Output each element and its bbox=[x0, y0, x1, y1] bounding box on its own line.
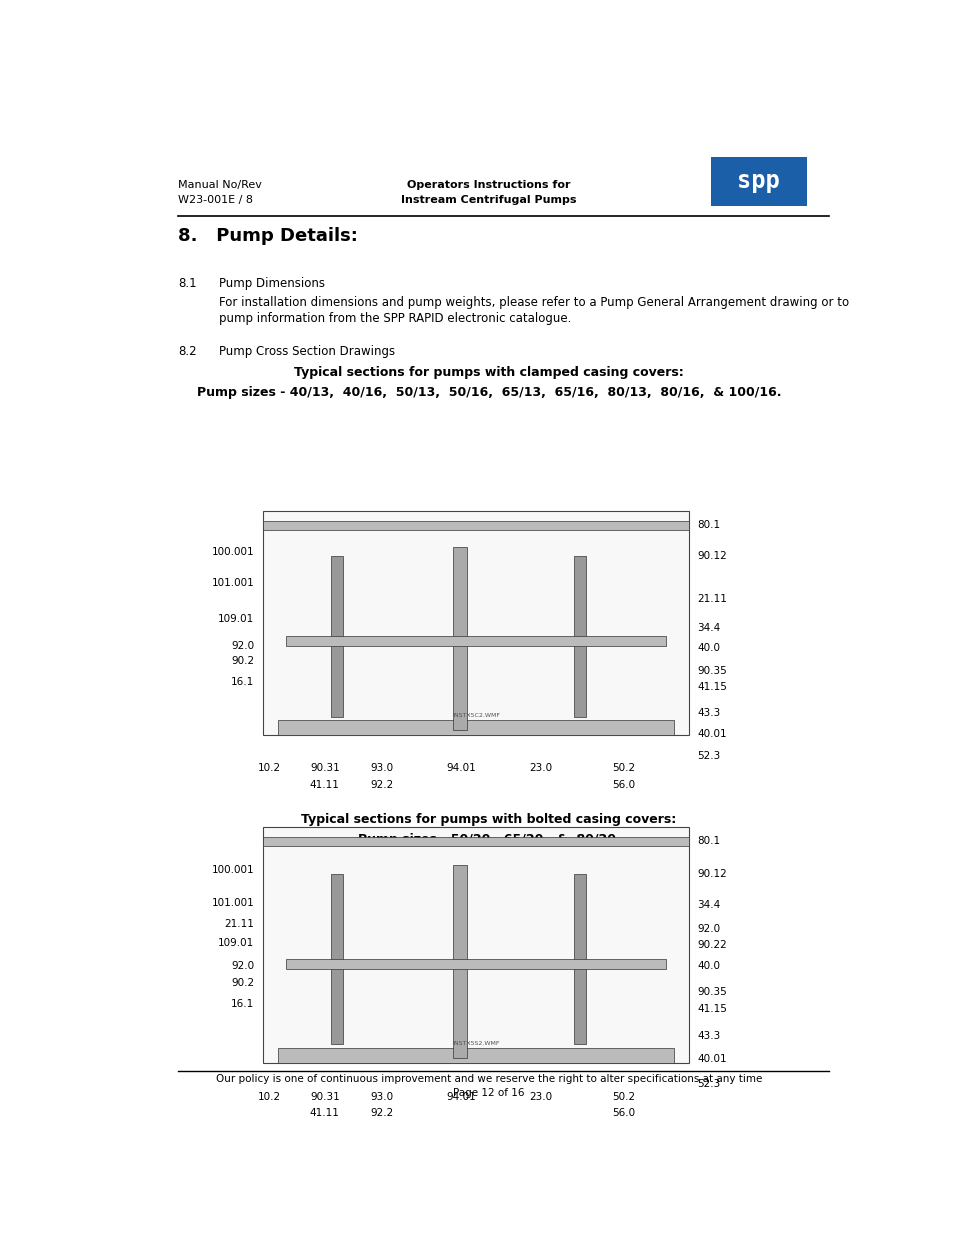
Bar bbox=[452, 547, 467, 730]
Text: INSTX5S2.WMF: INSTX5S2.WMF bbox=[452, 1041, 499, 1046]
Text: 101.001: 101.001 bbox=[212, 578, 254, 588]
Bar bbox=[263, 521, 688, 531]
Bar bbox=[285, 636, 665, 646]
Text: 109.01: 109.01 bbox=[218, 937, 254, 947]
Text: 94.01: 94.01 bbox=[446, 1092, 476, 1102]
Bar bbox=[285, 960, 665, 968]
Text: 34.4: 34.4 bbox=[697, 900, 720, 910]
Text: 40.01: 40.01 bbox=[697, 729, 726, 739]
Text: 93.0: 93.0 bbox=[370, 763, 393, 773]
Text: 90.31: 90.31 bbox=[310, 1092, 339, 1102]
Text: 80.1: 80.1 bbox=[697, 520, 720, 530]
Text: Instream Centrifugal Pumps: Instream Centrifugal Pumps bbox=[401, 195, 576, 205]
Text: 40.0: 40.0 bbox=[697, 642, 720, 653]
Text: 40.0: 40.0 bbox=[697, 961, 720, 971]
Text: 92.2: 92.2 bbox=[370, 779, 393, 789]
Text: 10.2: 10.2 bbox=[257, 1092, 280, 1102]
Text: Page 12 of 16: Page 12 of 16 bbox=[453, 1088, 524, 1098]
Text: 23.0: 23.0 bbox=[529, 1092, 552, 1102]
Text: 90.12: 90.12 bbox=[697, 869, 726, 879]
Text: Typical sections for pumps with bolted casing covers:: Typical sections for pumps with bolted c… bbox=[301, 813, 676, 826]
Text: 41.11: 41.11 bbox=[310, 1108, 339, 1118]
Text: 41.11: 41.11 bbox=[310, 779, 339, 789]
Text: Our policy is one of continuous improvement and we reserve the right to alter sp: Our policy is one of continuous improvem… bbox=[215, 1074, 761, 1084]
Text: 16.1: 16.1 bbox=[231, 999, 254, 1009]
Bar bbox=[263, 827, 688, 1063]
Bar bbox=[331, 556, 343, 718]
Text: 90.31: 90.31 bbox=[310, 763, 339, 773]
Text: 43.3: 43.3 bbox=[697, 708, 720, 718]
Text: 43.3: 43.3 bbox=[697, 1031, 720, 1041]
Text: 16.1: 16.1 bbox=[231, 678, 254, 688]
Text: For installation dimensions and pump weights, please refer to a Pump General Arr: For installation dimensions and pump wei… bbox=[219, 295, 848, 309]
Text: 21.11: 21.11 bbox=[697, 594, 726, 604]
Text: 8.1: 8.1 bbox=[178, 277, 197, 289]
Text: pump information from the SPP RAPID electronic catalogue.: pump information from the SPP RAPID elec… bbox=[219, 311, 571, 325]
Text: 80.1: 80.1 bbox=[697, 836, 720, 846]
Text: 41.15: 41.15 bbox=[697, 1004, 726, 1014]
Text: 90.12: 90.12 bbox=[697, 551, 726, 561]
Text: 50.2: 50.2 bbox=[612, 763, 635, 773]
Text: 40.01: 40.01 bbox=[697, 1055, 726, 1065]
Text: 101.001: 101.001 bbox=[212, 898, 254, 908]
Text: 10.2: 10.2 bbox=[257, 763, 280, 773]
Text: 94.01: 94.01 bbox=[446, 763, 476, 773]
Text: Typical sections for pumps with clamped casing covers:: Typical sections for pumps with clamped … bbox=[294, 366, 683, 379]
Bar bbox=[331, 874, 343, 1044]
Text: 52.3: 52.3 bbox=[697, 1079, 720, 1089]
Text: 56.0: 56.0 bbox=[612, 1108, 635, 1118]
Text: 56.0: 56.0 bbox=[612, 779, 635, 789]
Text: 52.3: 52.3 bbox=[697, 751, 720, 761]
Bar bbox=[573, 874, 585, 1044]
Text: 8.   Pump Details:: 8. Pump Details: bbox=[178, 227, 358, 245]
Text: Pump sizes - 50/20,  65/20,  &  80/20.: Pump sizes - 50/20, 65/20, & 80/20. bbox=[357, 832, 619, 846]
Text: 90.2: 90.2 bbox=[232, 978, 254, 988]
Text: 50.2: 50.2 bbox=[612, 1092, 635, 1102]
Text: 90.22: 90.22 bbox=[697, 940, 726, 950]
Text: INSTX5C2.WMF: INSTX5C2.WMF bbox=[452, 713, 499, 718]
Text: 90.2: 90.2 bbox=[232, 656, 254, 666]
Text: 92.0: 92.0 bbox=[697, 924, 720, 934]
Text: 8.2: 8.2 bbox=[178, 345, 197, 358]
Text: 23.0: 23.0 bbox=[529, 763, 552, 773]
Text: spp: spp bbox=[737, 169, 780, 194]
Text: Pump sizes - 40/13,  40/16,  50/13,  50/16,  65/13,  65/16,  80/13,  80/16,  & 1: Pump sizes - 40/13, 40/16, 50/13, 50/16,… bbox=[196, 387, 781, 399]
Bar bbox=[263, 836, 688, 846]
Text: 34.4: 34.4 bbox=[697, 622, 720, 632]
Text: 92.0: 92.0 bbox=[232, 641, 254, 651]
Bar bbox=[573, 556, 585, 718]
Bar bbox=[278, 1047, 673, 1063]
Text: 100.001: 100.001 bbox=[212, 547, 254, 557]
Text: W23-001E / 8: W23-001E / 8 bbox=[178, 195, 253, 205]
Text: 41.15: 41.15 bbox=[697, 682, 726, 692]
Bar bbox=[452, 864, 467, 1058]
Bar bbox=[263, 511, 688, 735]
Bar bbox=[710, 157, 806, 206]
Text: 93.0: 93.0 bbox=[370, 1092, 393, 1102]
Text: 109.01: 109.01 bbox=[218, 614, 254, 624]
Text: 100.001: 100.001 bbox=[212, 864, 254, 874]
Text: Operators Instructions for: Operators Instructions for bbox=[407, 179, 570, 190]
Text: 90.35: 90.35 bbox=[697, 987, 726, 998]
Text: 90.35: 90.35 bbox=[697, 666, 726, 677]
Bar bbox=[278, 720, 673, 735]
Text: Manual No/Rev: Manual No/Rev bbox=[178, 179, 262, 190]
Text: 92.0: 92.0 bbox=[232, 961, 254, 971]
Text: Pump Dimensions: Pump Dimensions bbox=[219, 277, 325, 289]
Text: 92.2: 92.2 bbox=[370, 1108, 393, 1118]
Text: 21.11: 21.11 bbox=[225, 919, 254, 929]
Text: Pump Cross Section Drawings: Pump Cross Section Drawings bbox=[219, 345, 395, 358]
